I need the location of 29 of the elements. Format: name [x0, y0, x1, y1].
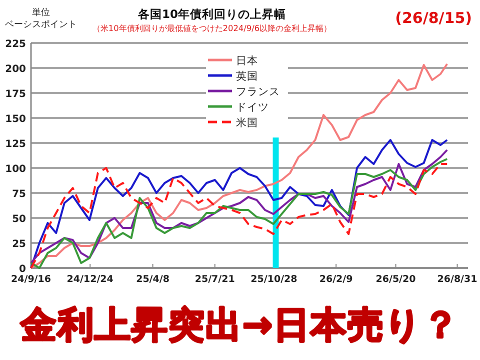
chart-subtitle: （米10年債利回りが最低値をつけた2024/9/6以降の金利上昇幅） — [92, 23, 332, 33]
legend-label: フランス — [236, 86, 280, 98]
y-tick-label: 50 — [12, 214, 26, 225]
x-tick-label: 25/4/8 — [136, 274, 170, 285]
y-tick-label: 0 — [19, 264, 26, 275]
legend-label: 日本 — [236, 54, 258, 67]
y-tick-label: 75 — [12, 189, 26, 200]
text: (26/8/15) — [395, 9, 472, 27]
chart-title: 各国10年債利回りの上昇幅 — [136, 7, 286, 21]
text: 金利上昇突出→日本売り？ — [19, 305, 460, 346]
x-tick-label: 26/8/31 — [437, 274, 478, 285]
y-tick-label: 175 — [5, 89, 26, 100]
x-tick-label: 26/5/20 — [376, 274, 416, 285]
x-tick-label: 25/10/28 — [250, 274, 298, 285]
y-axis-title: ベーシスポイント — [5, 20, 77, 30]
legend-label: 英国 — [236, 70, 258, 82]
x-tick-label: 26/2/9 — [319, 274, 353, 285]
legend-label: 米国 — [236, 116, 258, 129]
x-tick-label: 24/12/24 — [66, 274, 114, 285]
y-tick-label: 25 — [12, 239, 26, 250]
x-tick-label: 25/7/21 — [194, 274, 235, 285]
x-tick-label: 24/9/16 — [11, 274, 52, 285]
y-tick-label: 150 — [5, 114, 26, 125]
y-tick-label: 200 — [5, 64, 26, 75]
y-tick-label: 125 — [5, 139, 26, 150]
text: 単位 — [32, 7, 50, 18]
y-tick-label: 225 — [5, 39, 26, 50]
legend-label: ドイツ — [236, 102, 269, 114]
y-tick-label: 100 — [5, 164, 26, 175]
